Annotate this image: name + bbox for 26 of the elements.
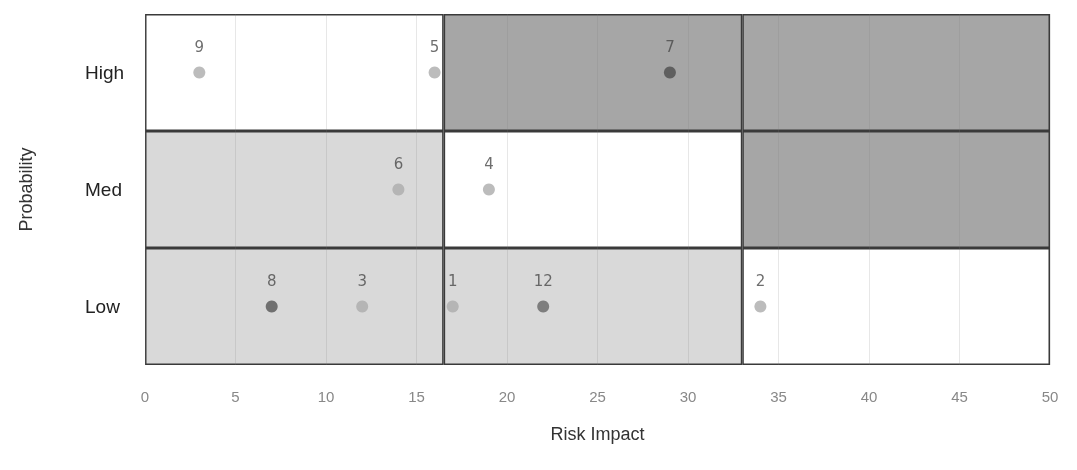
- y-tick-label: Med: [85, 179, 122, 200]
- annotation: 2: [755, 272, 766, 290]
- annotation: 1: [447, 272, 458, 290]
- x-tick-label: 15: [408, 388, 425, 405]
- annotation: 7: [665, 38, 675, 56]
- x-tick-label: 45: [951, 388, 968, 405]
- x-tick-label: 10: [317, 388, 335, 405]
- x-tick-label: 50: [1041, 388, 1059, 405]
- x-tick-label: 0: [140, 388, 150, 405]
- annotation: 12: [533, 272, 553, 290]
- annotation: 3: [357, 272, 367, 290]
- x-tick-label: 20: [498, 388, 516, 405]
- y-tick-label: Low: [85, 296, 121, 317]
- x-tick-label: 30: [679, 388, 697, 405]
- annotation: 6: [393, 155, 404, 173]
- x-axis-title: Risk Impact: [550, 424, 645, 444]
- x-tick-label: 35: [770, 388, 787, 405]
- y-tick-label: High: [85, 62, 125, 83]
- annotation: 9: [194, 38, 205, 56]
- x-tick-label: 5: [231, 388, 240, 405]
- x-tick-label: 40: [860, 388, 878, 405]
- x-tick-label: 25: [589, 388, 606, 405]
- annotation: 8: [266, 272, 277, 290]
- annotation: 5: [429, 38, 440, 56]
- y-axis-title: Probability: [16, 147, 36, 232]
- annotation: 4: [484, 155, 494, 173]
